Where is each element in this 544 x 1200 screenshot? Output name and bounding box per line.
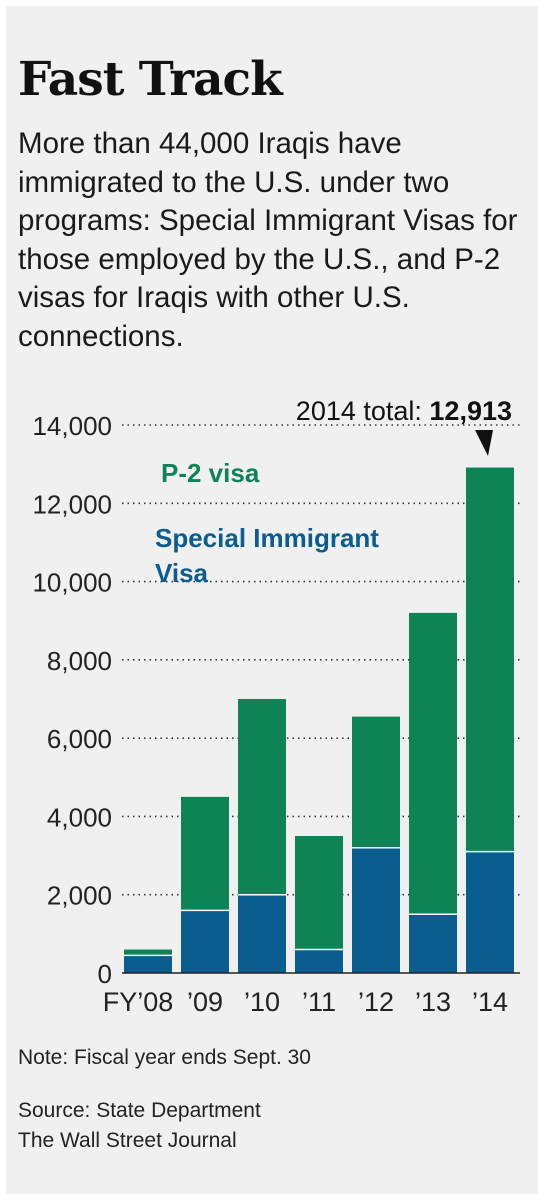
bar-p2-visa: [238, 699, 286, 895]
bar-p2-visa: [295, 836, 343, 950]
y-tick-label: 14,000: [32, 411, 112, 441]
legend-p2-visa: P-2 visa: [161, 458, 260, 488]
bar-p2-visa: [409, 612, 457, 915]
bar-special-immigrant-visa: [238, 894, 286, 973]
bar-p2-visa: [181, 796, 229, 911]
source-credit: Source: State Department The Wall Street…: [18, 1096, 261, 1156]
y-tick-label: 6,000: [47, 724, 112, 754]
y-tick-label: 12,000: [32, 489, 112, 519]
footnote: Note: Fiscal year ends Sept. 30: [18, 1046, 311, 1069]
bar-special-immigrant-visa: [295, 949, 343, 973]
x-axis-labels: FY’08 ’09 ’10 ’11 ’12 ’13 ’14: [103, 987, 508, 1017]
x-tick-label: ’10: [244, 987, 280, 1017]
source-line: Source: State Department: [18, 1099, 261, 1122]
bars: [124, 467, 514, 973]
chart-title: Fast Track: [18, 52, 283, 107]
x-tick-label: ’13: [415, 987, 451, 1017]
publisher-line: The Wall Street Journal: [18, 1129, 237, 1152]
chart-subtitle: More than 44,000 Iraqis have immigrated …: [18, 127, 518, 353]
bar-special-immigrant-visa: [352, 847, 400, 973]
bar-special-immigrant-visa: [466, 851, 514, 973]
annotation-pointer: [475, 430, 493, 456]
y-tick-label: 0: [98, 959, 112, 989]
x-tick-label: ’12: [358, 987, 394, 1017]
total-annotation-label: 2014 total:: [296, 396, 430, 426]
y-tick-label: 2,000: [47, 881, 112, 911]
x-tick-label: FY’08: [103, 987, 174, 1017]
bar-special-immigrant-visa: [181, 910, 229, 973]
total-annotation: 2014 total: 12,913: [296, 396, 512, 426]
y-tick-label: 4,000: [47, 802, 112, 832]
y-axis-labels: 0 2,000 4,000 6,000 8,000 10,000 12,000 14,000: [32, 411, 112, 989]
x-tick-label: ’09: [187, 987, 223, 1017]
bar-p2-visa: [466, 467, 514, 852]
bar-special-immigrant-visa: [409, 914, 457, 973]
bar-special-immigrant-visa: [124, 955, 172, 973]
stacked-bar-chart: 02,0004,0006,0008,00010,00012,00014,000 …: [32, 396, 520, 1017]
y-tick-label: 10,000: [32, 568, 112, 598]
legend-special-immigrant-visa: Special Immigrant Visa: [155, 523, 386, 588]
x-tick-label: ’11: [302, 987, 336, 1017]
bar-p2-visa: [124, 949, 172, 956]
y-tick-label: 8,000: [47, 646, 112, 676]
x-tick-label: ’14: [472, 987, 508, 1017]
bar-p2-visa: [352, 716, 400, 848]
total-annotation-value: 12,913: [429, 396, 512, 426]
graphic-panel: [6, 6, 538, 1194]
